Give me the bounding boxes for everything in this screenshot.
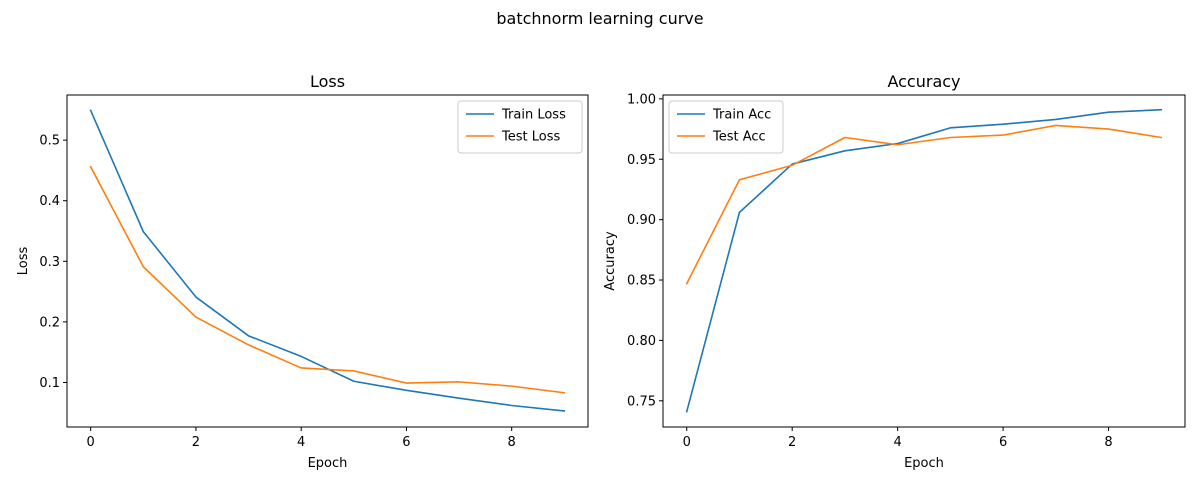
accuracy-title: Accuracy (887, 72, 960, 91)
loss-plot-frame (66, 94, 589, 428)
accuracy-y-tick-label: 0.75 (627, 394, 656, 409)
loss-x-tick-label: 6 (402, 435, 410, 450)
accuracy-x-tick-label: 4 (893, 435, 901, 450)
accuracy-y-tick-label: 1.00 (627, 92, 656, 107)
loss-legend-label-0: Train Loss (501, 108, 566, 123)
accuracy-plot-frame (662, 94, 1186, 428)
accuracy-subplot: Accuracy 0 2 4 6 8 0.75 0.80 0.85 0.90 0.95 1.00 Epo… (603, 72, 1186, 471)
accuracy-y-tick-label: 0.85 (627, 274, 656, 289)
accuracy-x-axis-label: Epoch (904, 456, 944, 471)
loss-x-axis-label: Epoch (308, 456, 348, 471)
accuracy-legend-label-1: Test Acc (712, 130, 766, 145)
loss-y-tick-label: 0.3 (39, 255, 60, 270)
accuracy-legend-label-0: Train Acc (712, 108, 771, 123)
loss-x-tick-label: 4 (297, 435, 305, 450)
accuracy-x-tick-label: 6 (999, 435, 1007, 450)
accuracy-x-tick-label: 8 (1104, 435, 1112, 450)
loss-title: Loss (310, 72, 345, 91)
accuracy-series-line-1 (685, 124, 1163, 285)
accuracy-x-tick-label: 0 (683, 435, 691, 450)
loss-x-tick-label: 2 (192, 435, 200, 450)
loss-y-axis-label: Loss (16, 247, 31, 276)
loss-x-tick-label: 8 (508, 435, 516, 450)
loss-y-tick-label: 0.1 (39, 376, 60, 391)
loss-x-tick-label: 0 (87, 435, 95, 450)
loss-y-tick-label: 0.4 (39, 194, 60, 209)
loss-y-tick-label: 0.5 (39, 134, 60, 149)
loss-series-line-1 (89, 165, 566, 394)
accuracy-y-tick-label: 0.80 (627, 334, 656, 349)
loss-subplot: Loss 0 2 4 6 8 0.1 0.2 0.3 0.4 0.5 Epoch Loss Train L… (16, 72, 589, 471)
loss-legend: Train Loss Test Loss (457, 100, 583, 154)
accuracy-series-line-0 (685, 108, 1163, 413)
accuracy-y-tick-label: 0.95 (627, 153, 656, 168)
accuracy-y-tick-label: 0.90 (627, 213, 656, 228)
loss-series-line-0 (89, 109, 566, 412)
accuracy-x-tick-label: 2 (788, 435, 796, 450)
accuracy-legend: Train Acc Test Acc (668, 100, 784, 154)
loss-y-tick-label: 0.2 (39, 315, 60, 330)
accuracy-y-axis-label: Accuracy (603, 231, 618, 291)
loss-legend-label-1: Test Loss (501, 130, 560, 145)
figure-suptitle: batchnorm learning curve (496, 9, 703, 28)
